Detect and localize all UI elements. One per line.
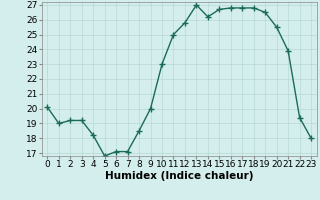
X-axis label: Humidex (Indice chaleur): Humidex (Indice chaleur) (105, 171, 253, 181)
